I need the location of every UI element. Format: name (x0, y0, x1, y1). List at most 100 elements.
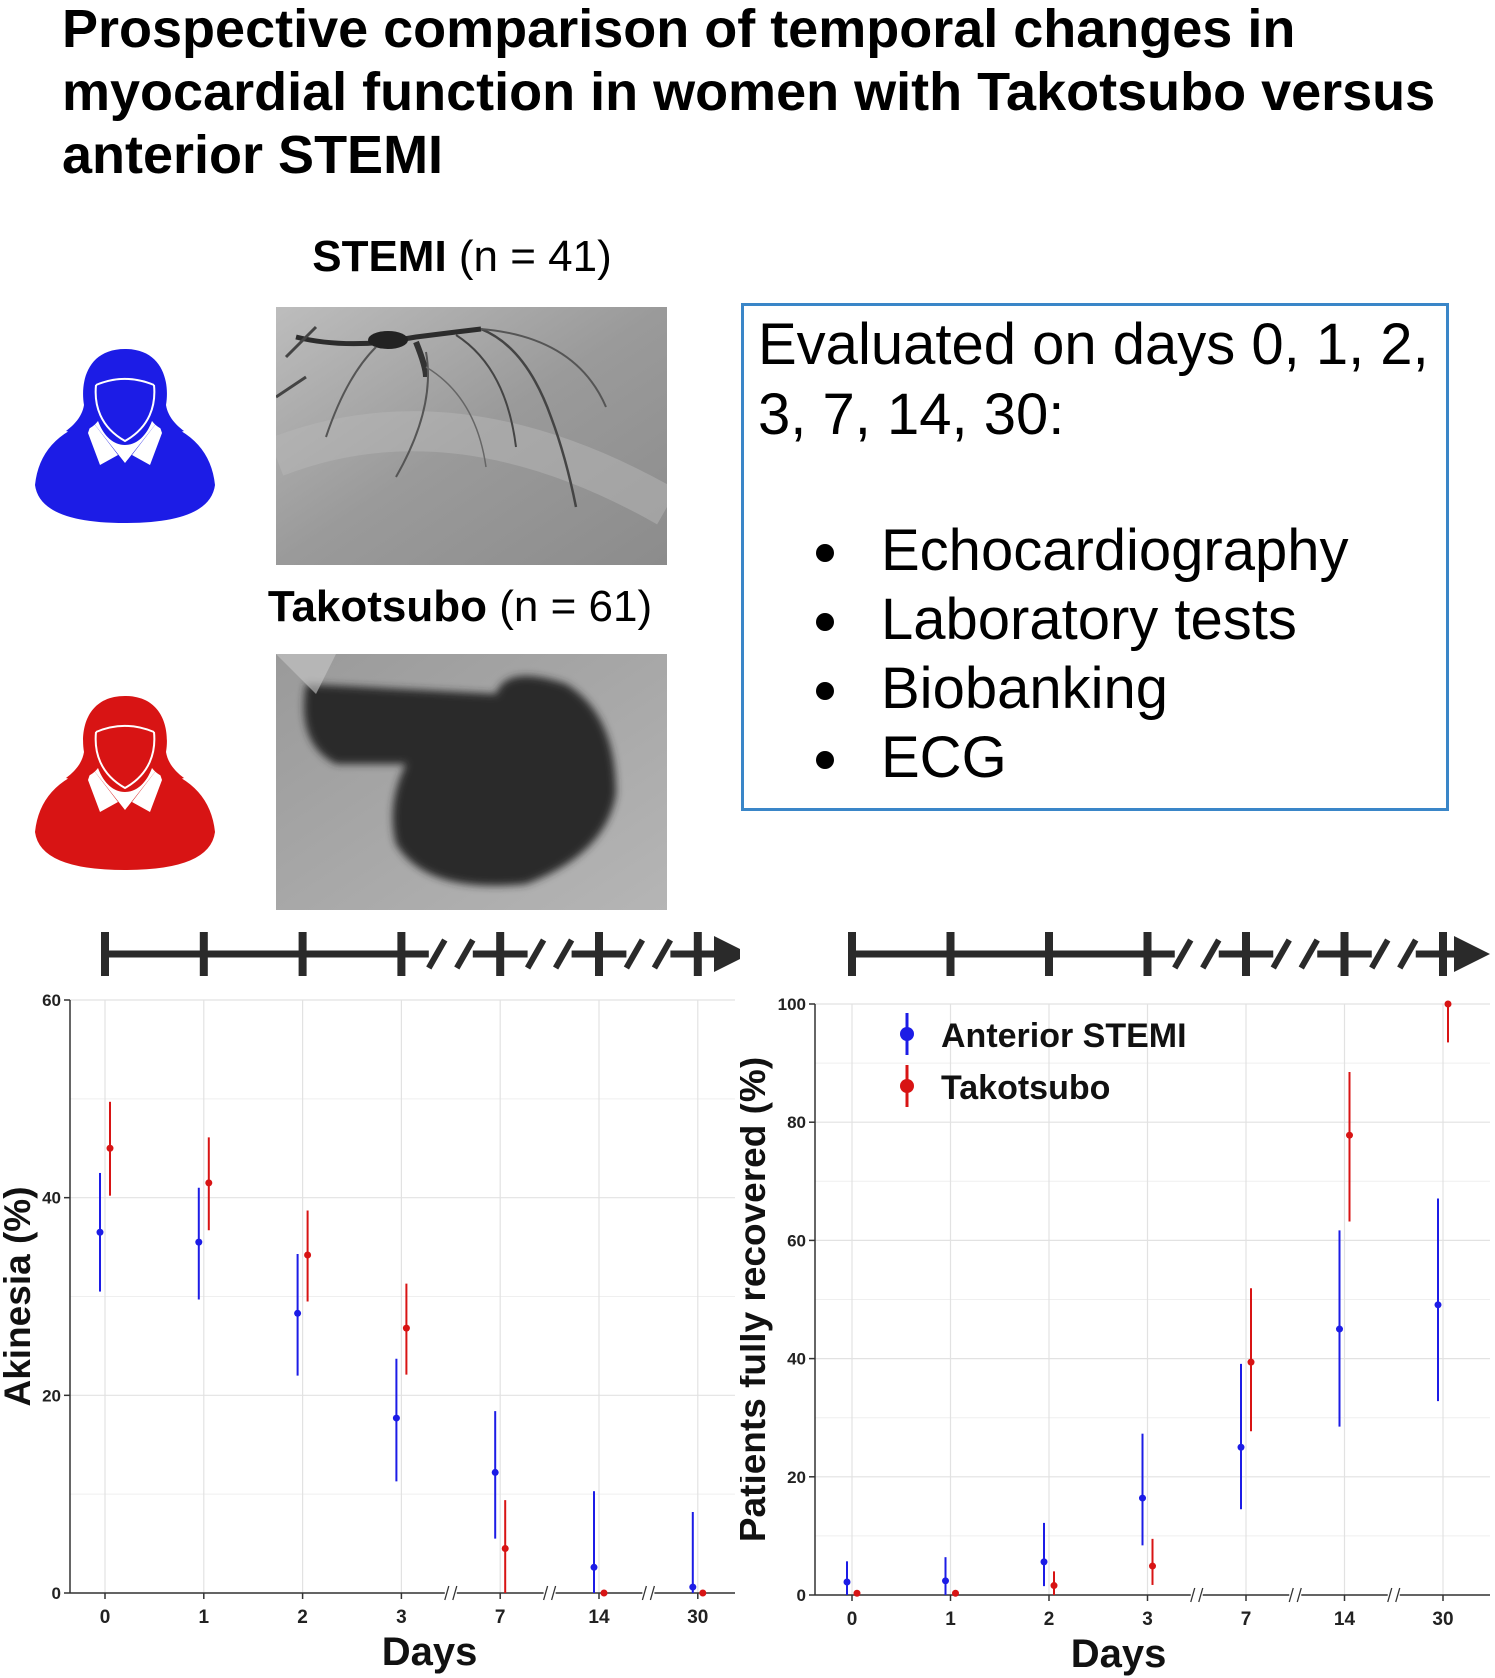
y-tick-label: 20 (787, 1468, 806, 1487)
x-tick-label: 30 (1432, 1609, 1453, 1630)
x-tick-label: 14 (588, 1607, 610, 1628)
y-tick-label: 60 (787, 1231, 806, 1250)
x-tick-label: 3 (396, 1607, 407, 1628)
evaluation-list: Echocardiography Laboratory tests Bioban… (816, 516, 1349, 792)
data-point (1050, 1582, 1058, 1590)
x-axis-title: Days (1071, 1632, 1167, 1676)
evaluation-item: Echocardiography (816, 516, 1349, 585)
bullet-icon (816, 613, 834, 631)
x-axis-break-mark (641, 1585, 648, 1601)
y-tick-label: 60 (42, 991, 61, 1010)
recovery-chart: 0 20 40 60 80 100 0 1 2 3 7 14 30 Days Patients fully … (740, 932, 1490, 1676)
data-point (843, 1578, 851, 1586)
x-axis-break-mark (542, 1585, 549, 1601)
timeline-break-mark (454, 938, 476, 970)
y-axis-title: Patients fully recovered (%) (740, 1057, 773, 1542)
data-point (1444, 1000, 1452, 1008)
x-tick-label: 1 (945, 1609, 956, 1630)
data-point (853, 1589, 861, 1597)
takotsubo-group-name: Takotsubo (267, 582, 488, 631)
stemi-woman-icon (35, 349, 215, 523)
evaluation-item: Biobanking (816, 654, 1349, 723)
stemi-woman-head (66, 349, 184, 445)
timeline-arrow-icon (1454, 936, 1490, 972)
y-tick-label: 0 (797, 1586, 806, 1605)
data-point (106, 1144, 114, 1152)
x-tick-label: 2 (1044, 1609, 1055, 1630)
x-tick-label: 30 (687, 1607, 708, 1628)
timeline-break-mark (1200, 938, 1222, 970)
legend-key-dot (900, 1079, 914, 1093)
takotsubo-woman-head (66, 696, 184, 792)
timeline-break-mark (524, 938, 547, 970)
y-tick-label: 40 (787, 1350, 806, 1369)
x-axis-break-mark (444, 1585, 450, 1601)
page-title: Prospective comparison of temporal chang… (62, 0, 1436, 185)
x-axis-break-gap (444, 1590, 457, 1596)
y-tick-label: 40 (42, 1189, 61, 1208)
x-tick-label: 1 (199, 1607, 210, 1628)
data-point (195, 1238, 203, 1246)
y-axis-title: Akinesia (%) (0, 1186, 38, 1406)
stemi-group-count: (n = 41) (458, 232, 612, 281)
data-point (491, 1468, 499, 1476)
timeline-break-mark (552, 938, 575, 970)
x-axis-break-mark (1296, 1587, 1302, 1603)
data-point (1149, 1562, 1156, 1570)
x-axis-title: Days (382, 1630, 478, 1674)
y-tick-label: 80 (787, 1113, 806, 1132)
data-point (590, 1563, 598, 1571)
takotsubo-woman-icon (35, 696, 215, 870)
evaluation-item: ECG (816, 723, 1349, 792)
evaluation-title: Evaluated on days 0, 1, 2, 3, 7, 14, 30: (758, 312, 1429, 447)
timeline-break-mark (651, 938, 674, 970)
timeline-break-mark (1298, 938, 1320, 970)
data-point (402, 1324, 410, 1332)
stemi-group-name: STEMI (312, 232, 447, 281)
data-point (689, 1583, 697, 1591)
x-tick-label: 0 (847, 1609, 858, 1630)
x-tick-label: 14 (1334, 1609, 1356, 1630)
akinesia-chart: 0 20 40 60 0 1 2 3 7 14 30 Days Akinesia (%) (0, 932, 740, 1674)
x-axis-break-gap (1289, 1592, 1302, 1598)
data-point (942, 1577, 949, 1585)
x-axis-break-gap (1387, 1592, 1400, 1598)
evaluation-item: Laboratory tests (816, 585, 1349, 654)
x-axis-break-mark (452, 1585, 458, 1601)
data-point (1336, 1325, 1343, 1333)
timeline-arrow-icon (714, 936, 740, 972)
stemi-group-label: STEMI (n = 41) (262, 232, 662, 282)
x-tick-label: 2 (297, 1607, 308, 1628)
y-tick-label: 20 (42, 1386, 61, 1405)
legend-label: Anterior STEMI (941, 1017, 1187, 1055)
data-point (1040, 1558, 1048, 1566)
x-axis-break-mark (1395, 1587, 1401, 1603)
x-axis-break-mark (1288, 1587, 1294, 1603)
timeline-break-mark (426, 938, 448, 970)
timeline-break-mark (623, 938, 646, 970)
data-point (205, 1179, 213, 1187)
x-axis-break-gap (543, 1590, 556, 1596)
data-point (294, 1309, 302, 1317)
x-tick-label: 3 (1142, 1609, 1153, 1630)
stemi-angiogram-image (276, 307, 667, 565)
timeline-break-mark (1270, 938, 1292, 970)
data-point (392, 1414, 400, 1422)
x-tick-label: 7 (1241, 1609, 1252, 1630)
evaluation-box: Evaluated on days 0, 1, 2, 3, 7, 14, 30:… (741, 303, 1449, 811)
x-tick-label: 0 (100, 1607, 111, 1628)
bullet-icon (816, 682, 834, 700)
x-axis-break-mark (1198, 1587, 1204, 1603)
data-point (952, 1589, 959, 1597)
y-tick-label: 100 (778, 995, 806, 1014)
takotsubo-ventriculogram-image (276, 654, 667, 910)
data-point (600, 1589, 608, 1597)
data-point (1139, 1494, 1146, 1502)
timeline-break-mark (1172, 938, 1194, 970)
x-axis-break-mark (550, 1585, 557, 1601)
takotsubo-group-label: Takotsubo (n = 61) (240, 582, 680, 632)
x-axis-break-gap (1190, 1592, 1203, 1598)
takotsubo-group-count: (n = 61) (499, 582, 653, 631)
data-point (699, 1589, 707, 1597)
data-point (1237, 1443, 1245, 1451)
